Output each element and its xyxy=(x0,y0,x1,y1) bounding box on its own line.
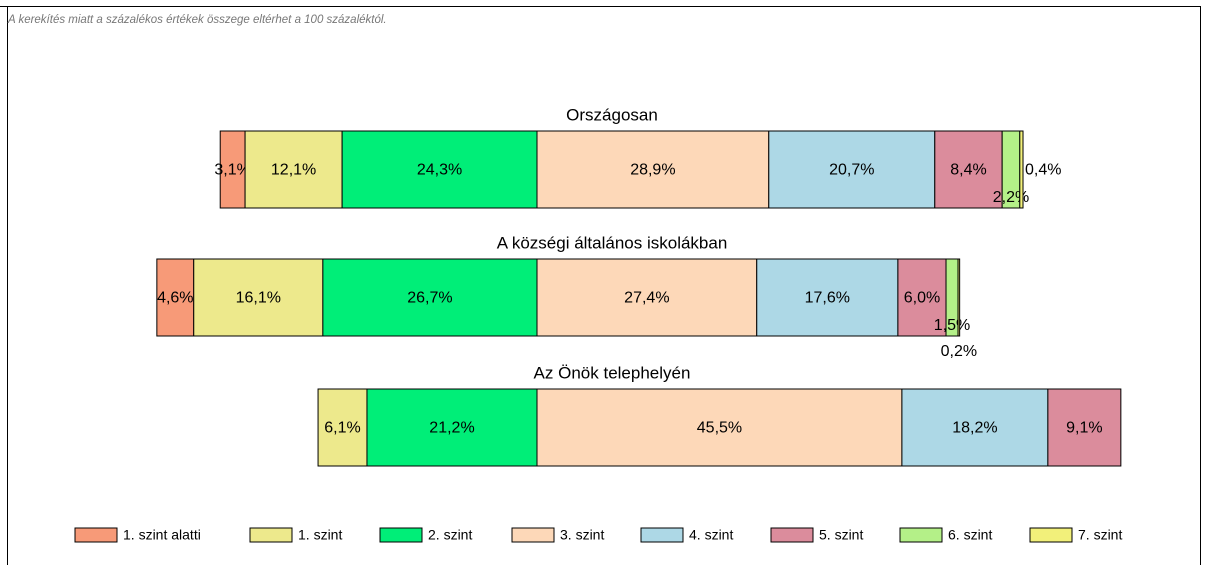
bar-segment xyxy=(957,258,961,337)
bar-segment xyxy=(536,388,903,467)
value-label: 9,1% xyxy=(1066,420,1102,437)
legend-swatch xyxy=(640,527,684,543)
bar-title: Az Önök telephelyén xyxy=(534,363,691,382)
legend-swatch xyxy=(899,527,943,543)
note: A kerekítés miatt a százalékos értékek ö… xyxy=(7,14,387,26)
bar-segment xyxy=(901,388,1049,467)
value-label: 17,6% xyxy=(805,290,850,307)
legend-swatch xyxy=(511,527,555,543)
value-label: 4,6% xyxy=(157,290,193,307)
value-label: 20,7% xyxy=(829,162,874,179)
bar-segment xyxy=(366,388,538,467)
legend-swatch xyxy=(74,527,118,543)
value-label: 0,2% xyxy=(941,343,977,360)
legend-label: 3. szint xyxy=(560,527,604,543)
legend-label: 6. szint xyxy=(948,527,992,543)
frame xyxy=(0,6,1201,565)
legend-label: 7. szint xyxy=(1078,527,1122,543)
legend-swatch xyxy=(1029,527,1073,543)
bar-segment xyxy=(156,258,195,337)
bar-segment xyxy=(341,130,538,209)
bar-segment xyxy=(536,258,758,337)
value-label: 2,2% xyxy=(993,189,1029,206)
value-label: 3,1% xyxy=(214,162,250,179)
legend-label: 1. szint xyxy=(298,527,342,543)
value-label: 16,1% xyxy=(236,290,281,307)
legend-label: 4. szint xyxy=(689,527,733,543)
value-label: 21,2% xyxy=(429,420,474,437)
bar-segment xyxy=(897,258,947,337)
legend-label: 1. szint alatti xyxy=(123,527,201,543)
value-label: 18,2% xyxy=(952,420,997,437)
bar-segment xyxy=(1047,388,1122,467)
bar-segment xyxy=(317,388,368,467)
value-label: 45,5% xyxy=(697,420,742,437)
legend-label: 2. szint xyxy=(428,527,472,543)
bar-segment xyxy=(244,130,343,209)
value-label: 1,5% xyxy=(934,317,970,334)
value-label: 12,1% xyxy=(271,162,316,179)
bar-segment xyxy=(756,258,899,337)
legend-label: 5. szint xyxy=(819,527,863,543)
value-label: 24,3% xyxy=(417,162,462,179)
bar-title: Országosan xyxy=(566,105,658,124)
value-label: 8,4% xyxy=(950,162,986,179)
legend-swatch xyxy=(249,527,293,543)
value-label: 0,4% xyxy=(1025,162,1061,179)
legend-swatch xyxy=(770,527,814,543)
bar-segment xyxy=(193,258,324,337)
value-label: 6,0% xyxy=(904,290,940,307)
value-label: 27,4% xyxy=(624,290,669,307)
bar-title: A községi általános iskolákban xyxy=(497,233,728,252)
value-label: 6,1% xyxy=(324,420,360,437)
bar-segment xyxy=(536,130,770,209)
bar-segment xyxy=(1019,130,1024,209)
value-label: 26,7% xyxy=(407,290,452,307)
value-label: 28,9% xyxy=(630,162,675,179)
legend-swatch xyxy=(379,527,423,543)
